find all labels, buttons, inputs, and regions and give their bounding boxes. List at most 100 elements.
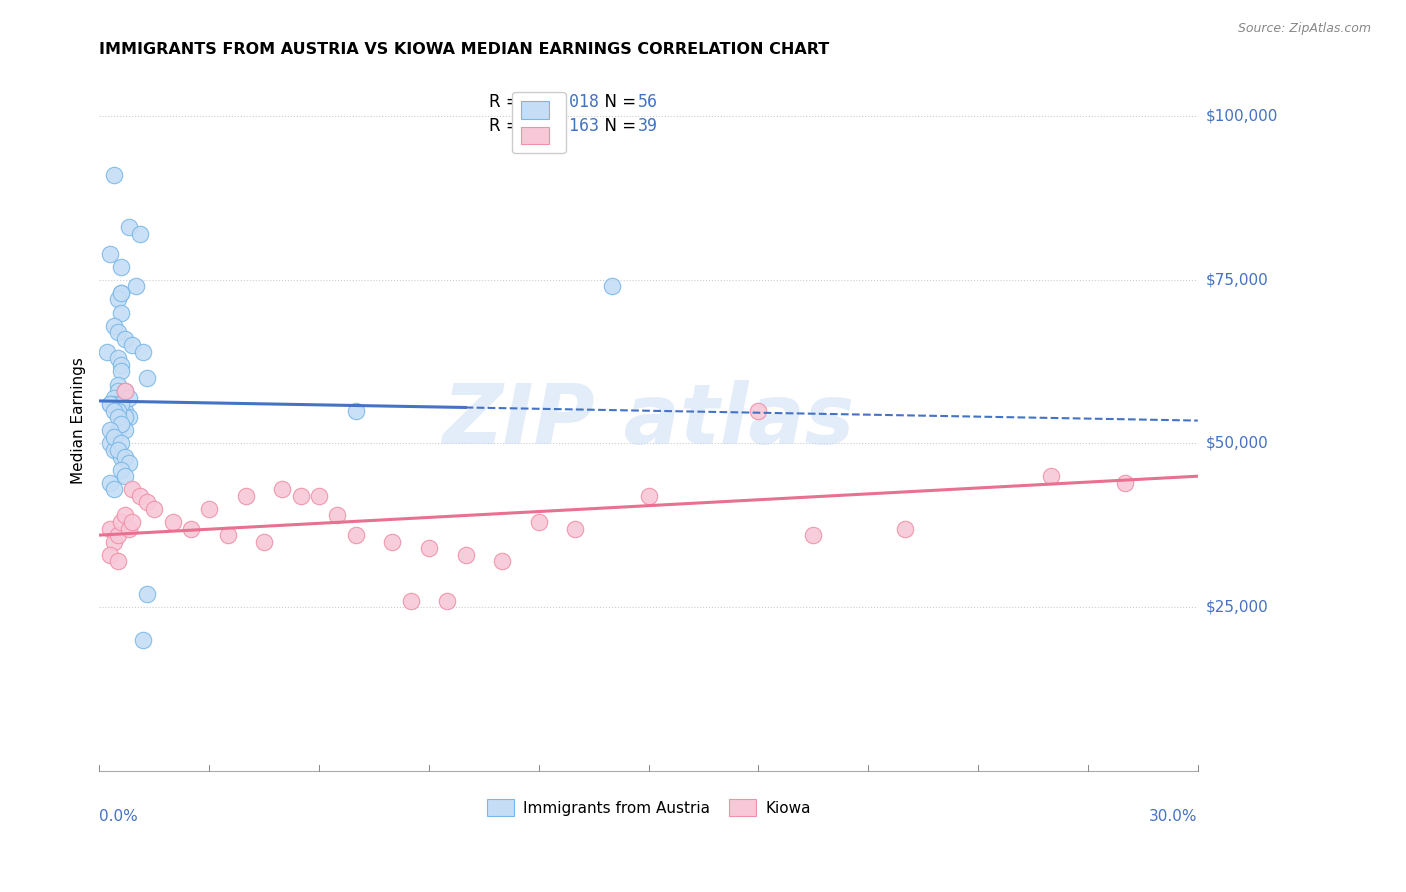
Point bbox=[803, 528, 825, 542]
Point bbox=[114, 403, 136, 417]
Point bbox=[399, 593, 422, 607]
Point bbox=[326, 508, 349, 523]
Point bbox=[107, 528, 129, 542]
Point bbox=[103, 403, 125, 417]
Text: $100,000: $100,000 bbox=[1206, 109, 1278, 124]
Point bbox=[100, 436, 122, 450]
Point bbox=[121, 483, 143, 497]
Point bbox=[100, 548, 122, 562]
Point bbox=[107, 384, 129, 398]
Point bbox=[180, 522, 202, 536]
Text: $50,000: $50,000 bbox=[1206, 436, 1268, 451]
Point bbox=[107, 325, 129, 339]
Point bbox=[114, 384, 136, 398]
Point bbox=[103, 430, 125, 444]
Text: -0.018: -0.018 bbox=[538, 93, 599, 111]
Point bbox=[110, 417, 132, 431]
Point bbox=[114, 384, 136, 398]
Point bbox=[1040, 469, 1063, 483]
Legend: Immigrants from Austria, Kiowa: Immigrants from Austria, Kiowa bbox=[481, 793, 817, 822]
Text: R =: R = bbox=[489, 118, 526, 136]
Point bbox=[118, 391, 141, 405]
Point bbox=[136, 371, 159, 385]
Point bbox=[110, 463, 132, 477]
Point bbox=[747, 403, 769, 417]
Point bbox=[110, 260, 132, 274]
Point bbox=[132, 344, 155, 359]
Point bbox=[344, 528, 367, 542]
Point bbox=[107, 410, 129, 425]
Point bbox=[100, 397, 122, 411]
Point bbox=[103, 318, 125, 333]
Point bbox=[290, 489, 312, 503]
Point bbox=[110, 358, 132, 372]
Text: 30.0%: 30.0% bbox=[1149, 809, 1198, 824]
Point bbox=[103, 397, 125, 411]
Point bbox=[107, 423, 129, 437]
Point bbox=[114, 469, 136, 483]
Point bbox=[344, 403, 367, 417]
Point bbox=[110, 364, 132, 378]
Point bbox=[235, 489, 257, 503]
Point bbox=[114, 410, 136, 425]
Point bbox=[418, 541, 440, 556]
Text: 0.163: 0.163 bbox=[538, 118, 599, 136]
Point bbox=[564, 522, 586, 536]
Point bbox=[100, 423, 122, 437]
Point bbox=[103, 483, 125, 497]
Point bbox=[100, 246, 122, 260]
Point bbox=[110, 285, 132, 300]
Point bbox=[308, 489, 330, 503]
Point bbox=[118, 522, 141, 536]
Point bbox=[136, 587, 159, 601]
Point bbox=[198, 502, 221, 516]
Point bbox=[1114, 475, 1136, 490]
Point bbox=[114, 332, 136, 346]
Point bbox=[436, 593, 458, 607]
Text: ZIP atlas: ZIP atlas bbox=[443, 380, 855, 461]
Point bbox=[100, 475, 122, 490]
Point bbox=[103, 168, 125, 182]
Point bbox=[121, 338, 143, 352]
Point bbox=[100, 397, 122, 411]
Point bbox=[132, 632, 155, 647]
Point bbox=[143, 502, 166, 516]
Point bbox=[136, 495, 159, 509]
Point bbox=[110, 285, 132, 300]
Point bbox=[114, 423, 136, 437]
Point bbox=[107, 443, 129, 458]
Point bbox=[637, 489, 659, 503]
Text: 56: 56 bbox=[638, 93, 658, 111]
Point bbox=[107, 351, 129, 366]
Point bbox=[162, 515, 184, 529]
Text: 39: 39 bbox=[638, 118, 658, 136]
Point bbox=[454, 548, 477, 562]
Point bbox=[107, 377, 129, 392]
Point bbox=[271, 483, 294, 497]
Point bbox=[114, 508, 136, 523]
Text: Source: ZipAtlas.com: Source: ZipAtlas.com bbox=[1237, 22, 1371, 36]
Point bbox=[110, 450, 132, 464]
Point bbox=[96, 344, 118, 359]
Point bbox=[118, 220, 141, 235]
Point bbox=[103, 391, 125, 405]
Text: $25,000: $25,000 bbox=[1206, 599, 1268, 615]
Point bbox=[107, 403, 129, 417]
Point bbox=[103, 443, 125, 458]
Point bbox=[600, 279, 623, 293]
Text: R =: R = bbox=[489, 93, 526, 111]
Text: N =: N = bbox=[593, 118, 641, 136]
Point bbox=[107, 554, 129, 568]
Text: $75,000: $75,000 bbox=[1206, 272, 1268, 287]
Point bbox=[114, 450, 136, 464]
Point bbox=[110, 397, 132, 411]
Text: IMMIGRANTS FROM AUSTRIA VS KIOWA MEDIAN EARNINGS CORRELATION CHART: IMMIGRANTS FROM AUSTRIA VS KIOWA MEDIAN … bbox=[100, 42, 830, 57]
Point bbox=[217, 528, 239, 542]
Text: N =: N = bbox=[593, 93, 641, 111]
Text: 0.0%: 0.0% bbox=[100, 809, 138, 824]
Point bbox=[125, 279, 148, 293]
Point bbox=[110, 515, 132, 529]
Point bbox=[121, 515, 143, 529]
Point bbox=[110, 436, 132, 450]
Point bbox=[107, 293, 129, 307]
